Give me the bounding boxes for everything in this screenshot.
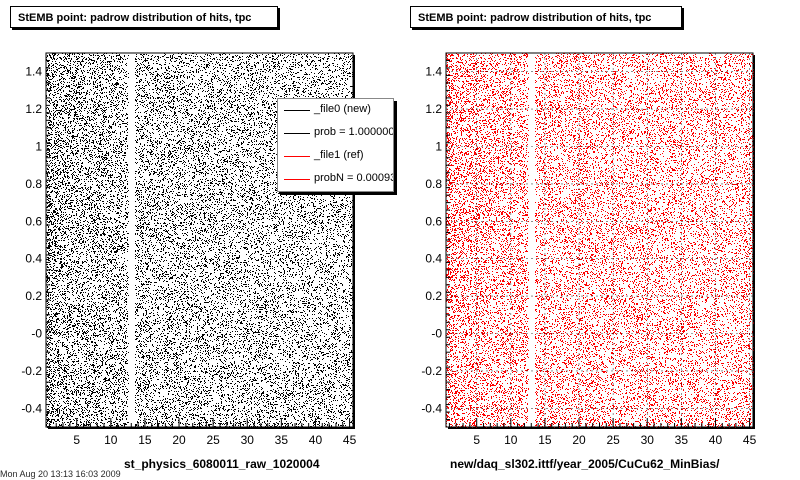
x-tick-label: 45: [343, 433, 357, 447]
y-tick-label: 0.4: [25, 252, 42, 266]
y-ticks: [46, 52, 50, 428]
legend-line-icon: [284, 156, 310, 157]
legend-label: probN = 0.000938: [314, 172, 394, 184]
legend-label: prob = 1.000000: [314, 126, 394, 138]
footer-date: Mon Aug 20 13:13 16:03 2009: [0, 469, 121, 479]
x-tick-label: 40: [709, 433, 723, 447]
legend-entry-prob: prob = 1.000000: [278, 124, 394, 142]
x-tick-label: 25: [206, 433, 220, 447]
hit-markers: [46, 53, 354, 428]
y-tick-label: 1.4: [25, 65, 42, 79]
legend-line-icon: [284, 110, 310, 111]
x-tick-label: 15: [138, 433, 152, 447]
y-tick-label: 0.2: [25, 289, 42, 303]
grid: [446, 53, 753, 427]
y-tick-label: -0: [31, 327, 42, 341]
legend-entry-file1: _file1 (ref): [278, 147, 393, 165]
y-tick-label: 0.8: [25, 177, 42, 191]
x-ticks: [48, 418, 351, 427]
y-tick-label: 1.2: [25, 102, 42, 116]
y-ticks: [446, 52, 450, 428]
x-ticks: [448, 418, 751, 427]
y-tick-label: 0.6: [425, 214, 442, 228]
left-chart-title: StEMB point: padrow distribution of hits…: [10, 6, 278, 28]
y-tick-label: 1.4: [425, 65, 442, 79]
x-tick-label: 20: [172, 433, 186, 447]
x-tick-label: 30: [641, 433, 655, 447]
legend-entry-file0: _file0 (new): [278, 101, 393, 119]
hit-marker-set: [46, 53, 354, 428]
x-tick-label: 15: [538, 433, 552, 447]
legend-label: _file1 (ref): [314, 149, 364, 161]
x-tick-label: 10: [104, 433, 118, 447]
y-tick-label: 1.2: [425, 102, 442, 116]
y-tick-label: -0.2: [21, 364, 42, 378]
x-tick-label: 40: [309, 433, 323, 447]
y-tick-label: 0.2: [425, 289, 442, 303]
y-tick-label: -0.2: [421, 364, 442, 378]
x-tick-label: 30: [241, 433, 255, 447]
y-tick-label: -0.4: [421, 401, 442, 415]
y-tick-label: 0.6: [25, 214, 42, 228]
x-tick-label: 5: [473, 433, 480, 447]
right-plot: 5 10 15 20 25 30 35 40 45 -0.4 -0.2 -0 0.2 0.4 0.6 0.8 1…: [421, 52, 757, 447]
y-tick-label: -0: [431, 327, 442, 341]
y-tick-label: 0.4: [425, 252, 442, 266]
y-tick-label: 1: [435, 140, 442, 154]
x-tick-label: 25: [606, 433, 620, 447]
x-tick-label: 10: [504, 433, 518, 447]
legend: _file0 (new) prob = 1.000000 _file1 (ref…: [277, 98, 394, 192]
y-tick-label: 1: [35, 140, 42, 154]
legend-entry-probn: probN = 0.000938: [278, 170, 394, 188]
right-chart-title: StEMB point: padrow distribution of hits…: [410, 6, 682, 28]
left-panel: StEMB point: padrow distribution of hits…: [10, 6, 394, 471]
x-tick-label: 20: [572, 433, 586, 447]
legend-line-icon: [284, 179, 310, 180]
left-x-axis-label: st_physics_6080011_raw_1020004: [124, 457, 320, 471]
x-tick-label: 35: [275, 433, 289, 447]
right-panel: StEMB point: padrow distribution of hits…: [400, 0, 800, 480]
legend-label: _file0 (new): [314, 103, 371, 115]
y-tick-label: -0.4: [21, 401, 42, 415]
x-tick-label: 5: [73, 433, 80, 447]
x-tick-label: 35: [675, 433, 689, 447]
y-tick-label: 0.8: [425, 177, 442, 191]
right-x-axis-label: new/daq_sl302.ittf/year_2005/CuCu62_MinB…: [450, 457, 720, 471]
x-tick-label: 45: [743, 433, 757, 447]
legend-line-icon: [284, 133, 310, 134]
left-plot: 5 10 15 20 25 30 35 40 45 -0.4 -0.2 -0 0.2 0.4 0.6 0.8 1…: [21, 52, 357, 447]
